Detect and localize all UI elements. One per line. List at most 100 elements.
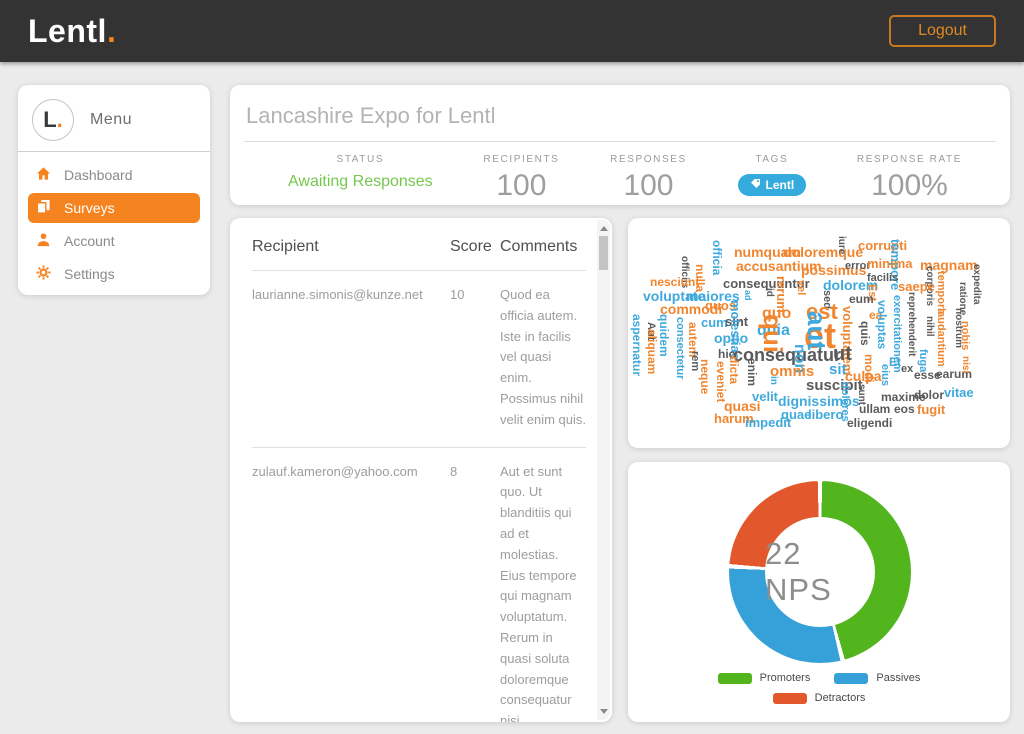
table-row: laurianne.simonis@kunze.net 10 Quod ea o… — [252, 271, 586, 448]
logout-button[interactable]: Logout — [889, 15, 996, 47]
cloud-word: dicta — [727, 356, 741, 385]
cloud-word: consectetur — [674, 317, 686, 380]
cloud-word: laudantium — [935, 308, 947, 367]
cloud-word: quasi — [724, 398, 761, 414]
scrollbar-up-arrow-icon[interactable] — [600, 226, 608, 231]
nps-legend-row: Detractors — [628, 692, 1010, 704]
detractors-swatch — [772, 692, 807, 704]
cloud-word: voluptas — [875, 300, 889, 350]
cloud-word: maxime — [881, 390, 926, 404]
cloud-word: et — [804, 315, 837, 356]
cloud-word: omnis — [770, 363, 815, 380]
cloud-word: minima — [867, 256, 913, 271]
cloud-word: modi — [862, 354, 876, 383]
tag-badge[interactable]: Lentl — [737, 174, 807, 196]
cloud-word: quidem — [657, 314, 671, 357]
sidebar-item-dashboard[interactable]: Dashboard — [28, 160, 200, 190]
responses-count: 100 — [623, 169, 674, 202]
cloud-word: expedita — [971, 264, 982, 305]
lentl-logo-icon: L. — [32, 99, 74, 141]
cloud-word: ea — [869, 308, 883, 322]
cloud-word: nesciunt — [650, 275, 700, 289]
cloud-word: nobis — [959, 321, 971, 351]
cloud-word: harum — [714, 411, 754, 426]
cloud-word: commodi — [660, 301, 723, 317]
cloud-word: est — [806, 299, 838, 324]
cloud-word: nihil — [924, 316, 935, 337]
cloud-word: ex — [901, 363, 914, 375]
score-value: 8 — [450, 463, 458, 479]
sidebar-item-settings[interactable]: Settings — [28, 259, 200, 289]
cloud-word: accusantium — [736, 258, 822, 274]
cloud-word: ullam — [859, 402, 891, 416]
stat-tags: TAGS Lentl — [737, 154, 807, 202]
cloud-word: eveniet — [714, 361, 728, 403]
cloud-word: error — [845, 260, 871, 272]
word-cloud-card: officia numquam doloremque iure corrupti temp… — [628, 218, 1010, 448]
stat-responses: RESPONSES 100 — [610, 154, 687, 202]
cloud-word: ad — [743, 290, 753, 301]
cloud-word: velit — [752, 389, 779, 404]
cloud-word: quis — [858, 321, 872, 346]
responses-table-card: Recipient Score Comments laurianne.simon… — [230, 218, 612, 722]
home-icon — [36, 166, 51, 184]
cloud-word: dignissimos — [778, 393, 860, 409]
cloud-word: hic — [718, 347, 736, 361]
cloud-word: ut — [833, 343, 852, 365]
scrollbar-thumb[interactable] — [599, 236, 608, 270]
table-scrollbar[interactable] — [597, 220, 610, 720]
tag-label: Lentl — [765, 178, 795, 192]
surveys-icon — [36, 199, 51, 217]
cloud-word: consequuntur — [723, 276, 810, 291]
cloud-word: possimus — [801, 262, 867, 278]
recipient-email: laurianne.simonis@kunze.net — [252, 287, 423, 302]
column-header-score: Score — [450, 238, 492, 255]
column-header-comments: Comments — [500, 238, 578, 255]
promoters-swatch — [717, 672, 752, 684]
cloud-word: corrupti — [858, 238, 908, 253]
legend-item-promoters: Promoters — [717, 672, 810, 684]
cloud-word: eligendi — [847, 416, 893, 430]
cloud-word: enim — [745, 358, 759, 387]
stat-status: STATUS Awaiting Responses — [288, 154, 433, 190]
status-value: Awaiting Responses — [288, 173, 433, 190]
nps-score-label: 22 NPS — [765, 517, 875, 627]
cloud-word: reprehenderit — [906, 292, 917, 357]
cloud-word: sit — [829, 361, 847, 378]
cloud-word: id — [764, 288, 775, 297]
sidebar-item-surveys[interactable]: Surveys — [28, 193, 200, 223]
cloud-word: iure — [836, 236, 847, 255]
cloud-word: eos — [894, 402, 915, 416]
cloud-word: quia — [757, 322, 790, 339]
cloud-word: eum — [849, 292, 874, 306]
cloud-word: sint — [725, 314, 749, 329]
column-header-recipient: Recipient — [252, 238, 319, 255]
survey-header-card: Lancashire Expo for Lentl STATUS Awaitin… — [230, 85, 1010, 205]
stat-recipients: RECIPIENTS 100 — [483, 154, 560, 202]
legend-item-passives: Passives — [834, 672, 920, 684]
table-header: Recipient Score Comments — [252, 238, 586, 271]
sidebar-item-account[interactable]: Account — [28, 226, 200, 256]
comment-text: Quod ea officia autem. Iste in facilis v… — [500, 287, 586, 427]
recipients-count: 100 — [496, 169, 547, 202]
sidebar-item-label: Surveys — [64, 200, 115, 216]
scrollbar-down-arrow-icon[interactable] — [600, 709, 608, 714]
passives-swatch — [834, 672, 869, 684]
cloud-word: vel — [795, 280, 807, 296]
cloud-word: suscipit — [806, 377, 863, 394]
cloud-word: in — [768, 376, 779, 385]
menu-title: Menu — [90, 111, 133, 128]
cloud-word: fugit — [917, 402, 946, 417]
cloud-word: saepe — [898, 279, 935, 294]
sidebar-item-label: Settings — [64, 266, 115, 282]
cloud-word: Et — [889, 355, 901, 369]
cloud-word: aliquam — [645, 329, 659, 375]
cloud-word: voluptate — [643, 288, 706, 304]
sidebar-menu: L. Menu Dashboard Surveys Account Settin… — [18, 85, 210, 295]
table-row: zulauf.kameron@yahoo.com 8 Aut et sunt q… — [252, 448, 586, 722]
gear-icon — [36, 265, 51, 283]
score-value: 10 — [450, 287, 465, 302]
response-rate-value: 100% — [871, 169, 948, 202]
cloud-word: neque — [698, 359, 712, 395]
cloud-word: libero — [808, 407, 844, 422]
